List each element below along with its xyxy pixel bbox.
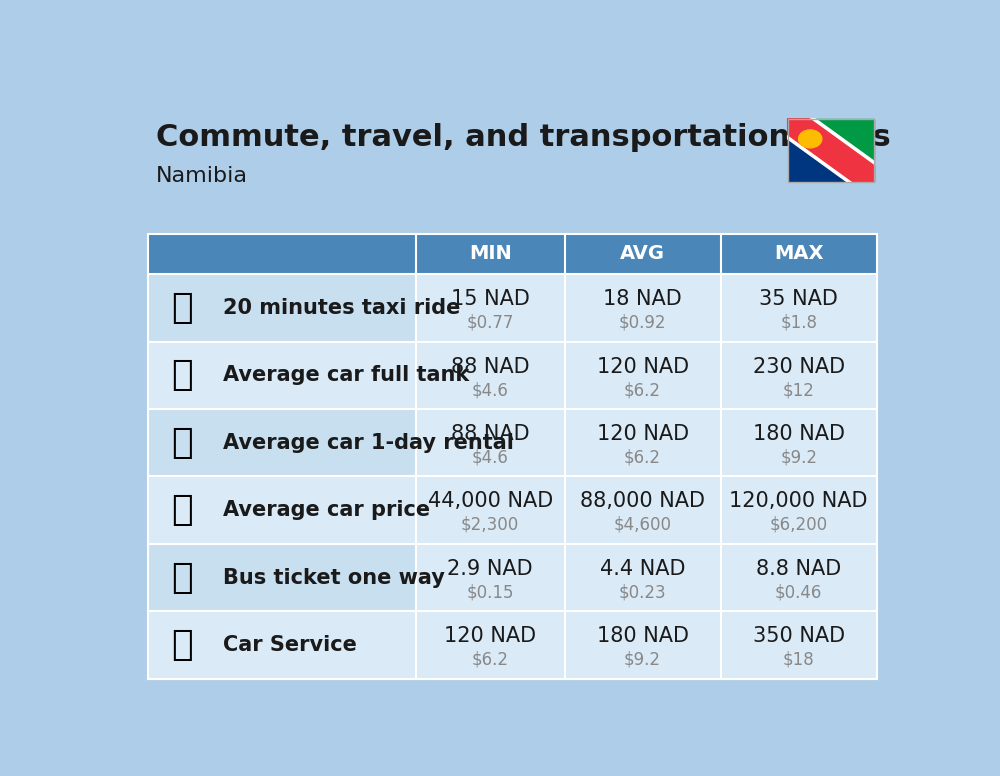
Text: 4.4 NAD: 4.4 NAD [600, 559, 685, 579]
Circle shape [799, 130, 822, 148]
Polygon shape [788, 119, 874, 182]
FancyBboxPatch shape [148, 341, 416, 409]
FancyBboxPatch shape [416, 341, 877, 409]
Text: 120 NAD: 120 NAD [597, 356, 689, 376]
Polygon shape [788, 119, 874, 182]
Text: 2.9 NAD: 2.9 NAD [447, 559, 533, 579]
Text: Car Service: Car Service [223, 635, 357, 655]
Text: 🔧: 🔧 [171, 628, 193, 662]
Text: 🚌: 🚌 [171, 560, 193, 594]
Text: 180 NAD: 180 NAD [597, 626, 689, 646]
Text: MIN: MIN [469, 244, 512, 263]
Text: $6.2: $6.2 [472, 651, 509, 669]
Text: $2,300: $2,300 [461, 516, 519, 534]
FancyBboxPatch shape [148, 409, 416, 476]
Text: Namibia: Namibia [156, 165, 248, 185]
Text: 18 NAD: 18 NAD [603, 289, 682, 309]
Text: 120 NAD: 120 NAD [444, 626, 536, 646]
Text: Average car price: Average car price [223, 501, 430, 520]
Text: 35 NAD: 35 NAD [759, 289, 838, 309]
FancyBboxPatch shape [148, 274, 416, 341]
Text: 120,000 NAD: 120,000 NAD [729, 491, 868, 511]
Text: $9.2: $9.2 [624, 651, 661, 669]
Text: 🚗: 🚗 [171, 493, 193, 527]
Text: Bus ticket one way: Bus ticket one way [223, 567, 445, 587]
Text: 🚕: 🚕 [171, 291, 193, 325]
Text: 15 NAD: 15 NAD [451, 289, 530, 309]
Text: $4.6: $4.6 [472, 449, 509, 466]
Text: 88 NAD: 88 NAD [451, 424, 530, 444]
Polygon shape [788, 134, 853, 182]
Text: 20 minutes taxi ride: 20 minutes taxi ride [223, 298, 460, 318]
Text: Average car 1-day rental: Average car 1-day rental [223, 433, 514, 452]
Text: 8.8 NAD: 8.8 NAD [756, 559, 841, 579]
Text: 88 NAD: 88 NAD [451, 356, 530, 376]
Text: 120 NAD: 120 NAD [597, 424, 689, 444]
Text: 44,000 NAD: 44,000 NAD [428, 491, 553, 511]
FancyBboxPatch shape [148, 544, 416, 611]
Text: $0.77: $0.77 [467, 314, 514, 331]
Text: 230 NAD: 230 NAD [753, 356, 845, 376]
FancyBboxPatch shape [416, 544, 877, 611]
Text: Average car full tank: Average car full tank [223, 365, 469, 386]
Text: $1.8: $1.8 [780, 314, 817, 331]
Text: 350 NAD: 350 NAD [753, 626, 845, 646]
FancyBboxPatch shape [148, 476, 416, 544]
Text: $6.2: $6.2 [624, 381, 661, 399]
FancyBboxPatch shape [788, 119, 874, 182]
Text: $4.6: $4.6 [472, 381, 509, 399]
Text: Commute, travel, and transportation costs: Commute, travel, and transportation cost… [156, 123, 891, 152]
Text: 🚙: 🚙 [171, 426, 193, 459]
FancyBboxPatch shape [148, 234, 877, 274]
FancyBboxPatch shape [416, 409, 877, 476]
Text: $6,200: $6,200 [770, 516, 828, 534]
FancyBboxPatch shape [416, 611, 877, 679]
Text: $6.2: $6.2 [624, 449, 661, 466]
Text: $12: $12 [783, 381, 815, 399]
Text: 88,000 NAD: 88,000 NAD [580, 491, 705, 511]
Text: $18: $18 [783, 651, 815, 669]
FancyBboxPatch shape [416, 274, 877, 341]
Text: $0.23: $0.23 [619, 584, 666, 601]
Text: $0.46: $0.46 [775, 584, 822, 601]
Text: 180 NAD: 180 NAD [753, 424, 845, 444]
Text: ⛽: ⛽ [171, 359, 193, 393]
Text: MAX: MAX [774, 244, 823, 263]
Text: $0.15: $0.15 [466, 584, 514, 601]
Text: $9.2: $9.2 [780, 449, 817, 466]
FancyBboxPatch shape [416, 476, 877, 544]
FancyBboxPatch shape [148, 611, 416, 679]
Text: $4,600: $4,600 [614, 516, 672, 534]
Text: $0.92: $0.92 [619, 314, 666, 331]
Text: AVG: AVG [620, 244, 665, 263]
Polygon shape [809, 119, 874, 166]
